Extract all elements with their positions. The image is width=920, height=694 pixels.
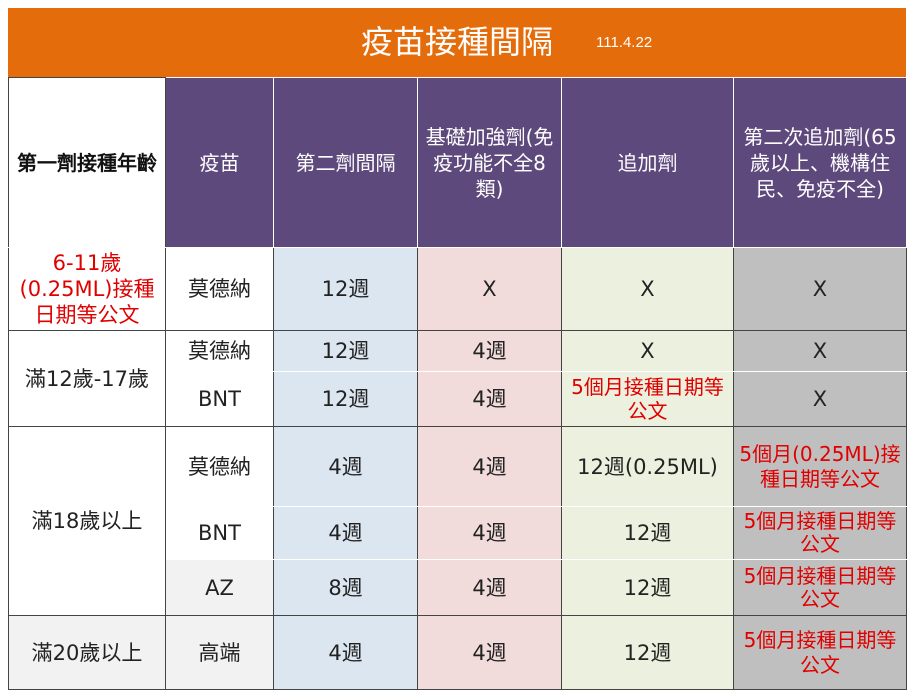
second-booster-cell: 5個月(0.25ML)接種日期等公文 — [733, 426, 907, 507]
second-dose-cell: 4週 — [273, 615, 418, 690]
second-booster-cell: X — [733, 247, 907, 331]
vaccine-cell: 莫德納 — [165, 330, 274, 372]
second-dose-cell: 12週 — [273, 247, 418, 331]
second-dose-cell: 4週 — [273, 426, 418, 507]
table-row: 滿12歲-17歲 莫德納 12週 4週 X X — [8, 330, 907, 427]
age-cell: 滿18歲以上 — [8, 426, 166, 616]
second-dose-cell: 8週 — [273, 559, 418, 616]
basic-booster-cell: 4週 — [417, 615, 562, 690]
second-dose-cell: 12週 — [273, 330, 418, 372]
header-basic-booster: 基礎加強劑(免疫功能不全8類) — [417, 77, 562, 248]
vaccine-cell: 莫德納 — [165, 426, 274, 507]
booster-cell: 12週 — [561, 559, 734, 616]
age-cell: 6-11歲(0.25ML)接種日期等公文 — [8, 247, 166, 331]
table-row: BNT 12週 4週 5個月接種日期等公文 X — [9, 371, 907, 427]
second-dose-cell: 12週 — [273, 371, 418, 427]
header-vaccine: 疫苗 — [165, 77, 274, 248]
table-row: 滿20歲以上 高端 4週 4週 12週 5個月接種日期等公文 — [8, 615, 907, 690]
header-second-dose: 第二劑間隔 — [273, 77, 418, 248]
booster-cell: 12週(0.25ML) — [561, 426, 734, 507]
vaccine-cell: AZ — [165, 559, 274, 616]
age-cell: 滿12歲-17歲 — [8, 330, 166, 427]
basic-booster-cell: 4週 — [417, 559, 562, 616]
basic-booster-cell: X — [417, 247, 562, 331]
vaccine-cell: BNT — [165, 371, 274, 427]
booster-cell: X — [561, 330, 734, 372]
booster-cell: X — [561, 247, 734, 331]
table-row: AZ 8週 4週 12週 5個月接種日期等公文 — [9, 559, 907, 616]
second-booster-cell: 5個月接種日期等公文 — [733, 559, 907, 616]
vaccine-cell: 莫德納 — [165, 247, 274, 331]
age-cell: 滿20歲以上 — [8, 615, 166, 690]
header-second-booster: 第二次追加劑(65歲以上、機構住民、免疫不全) — [733, 77, 907, 248]
vaccine-interval-table: 第一劑接種年齡 疫苗 第二劑間隔 基礎加強劑(免疫功能不全8類) 追加劑 第二次… — [8, 77, 907, 690]
second-booster-cell: X — [733, 330, 907, 372]
basic-booster-cell: 4週 — [417, 330, 562, 372]
header-booster: 追加劑 — [561, 77, 734, 248]
table-row: 滿18歲以上 莫德納 4週 4週 12週(0.25ML) 5個月(0.25ML)… — [8, 426, 907, 616]
header-row: 第一劑接種年齡 疫苗 第二劑間隔 基礎加強劑(免疫功能不全8類) 追加劑 第二次… — [8, 77, 907, 248]
page-title: 疫苗接種間隔 — [360, 23, 553, 61]
title-bar: 疫苗接種間隔 111.4.22 — [8, 8, 906, 77]
booster-cell: 12週 — [561, 615, 734, 690]
basic-booster-cell: 4週 — [417, 371, 562, 427]
header-age: 第一劑接種年齡 — [8, 77, 166, 248]
vaccine-cell: BNT — [165, 506, 274, 560]
second-booster-cell: 5個月接種日期等公文 — [733, 506, 907, 560]
table-row: 6-11歲(0.25ML)接種日期等公文 莫德納 12週 X X X — [8, 247, 907, 331]
vaccine-cell: 高端 — [165, 615, 274, 690]
table-row: BNT 4週 4週 12週 5個月接種日期等公文 — [9, 506, 907, 560]
basic-booster-cell: 4週 — [417, 506, 562, 560]
booster-cell: 5個月接種日期等公文 — [561, 371, 734, 427]
second-booster-cell: 5個月接種日期等公文 — [733, 615, 907, 690]
second-dose-cell: 4週 — [273, 506, 418, 560]
basic-booster-cell: 4週 — [417, 426, 562, 507]
title-date: 111.4.22 — [596, 34, 653, 51]
booster-cell: 12週 — [561, 506, 734, 560]
second-booster-cell: X — [733, 371, 907, 427]
